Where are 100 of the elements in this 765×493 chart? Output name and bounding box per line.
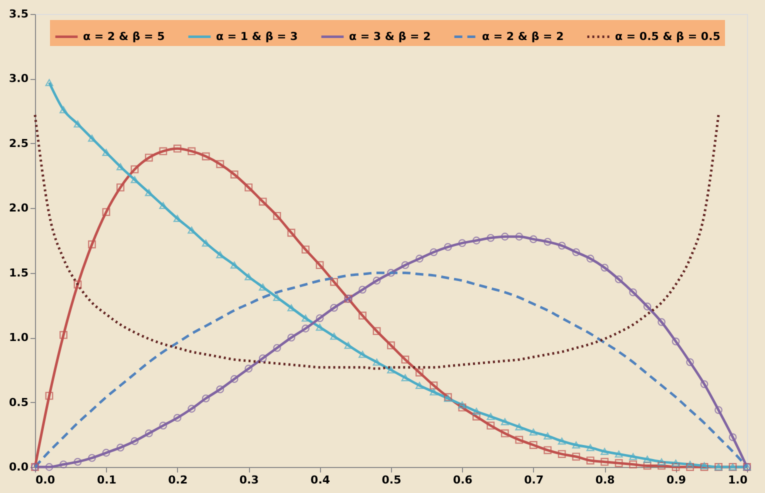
y-tick-label: 0.0 [9,460,29,474]
point [572,441,580,448]
point [202,394,210,402]
point [358,350,366,358]
point [472,412,480,420]
point [672,338,680,346]
point [586,456,594,464]
point [544,446,552,454]
point [130,437,139,446]
x-tick-label: 0.4 [310,474,330,486]
x-tick-label: 0.2 [168,474,188,486]
legend-label: α = 1 & β = 3 [216,30,298,43]
point [430,388,438,396]
point [600,458,609,466]
point [258,354,267,362]
point [658,462,666,470]
x-tick-label: 0.0 [36,474,56,486]
x-tick-label: 0.1 [96,474,116,486]
point [173,414,182,422]
point [558,438,566,445]
point [372,327,381,336]
point [472,408,480,415]
point [159,422,168,430]
point [643,302,652,310]
point [515,423,524,430]
point [116,183,124,192]
point [372,276,381,285]
point [287,334,296,342]
point [88,454,96,462]
point [358,312,366,320]
legend-label: α = 2 & β = 5 [83,30,165,43]
point [401,261,410,270]
x-tick-label: 0.5 [382,474,402,486]
point [529,235,538,244]
point [472,236,480,244]
point [60,106,68,114]
point [500,232,509,241]
point [586,254,594,263]
point [558,450,566,458]
point [672,463,680,471]
point [130,165,139,174]
point [144,429,153,438]
point [316,314,324,322]
point [643,462,652,470]
point [273,212,282,220]
point [401,356,410,364]
point [45,463,54,471]
point [144,154,153,162]
point [244,183,253,192]
point [230,375,238,383]
point [643,456,652,463]
point [188,226,196,234]
x-tick-label: 0.9 [666,474,686,486]
x-tick-label: 0.3 [239,474,259,486]
point [658,318,666,326]
y-tick-label: 2.5 [9,136,28,150]
point [387,366,395,374]
point [430,248,438,256]
point [358,286,366,294]
point [515,232,524,241]
point [316,261,324,270]
point [486,422,495,430]
point [387,341,395,350]
point [316,324,324,331]
y-tick-label: 3.5 [9,8,28,20]
point [401,374,410,382]
point [258,198,267,206]
point [458,401,466,408]
point [273,344,282,352]
point [444,243,452,251]
point [515,436,524,444]
point [458,239,466,248]
point [686,460,694,468]
point [173,214,182,222]
point [287,228,296,237]
point [500,418,509,426]
point [600,448,609,455]
point [130,176,139,184]
point [144,189,153,196]
point [430,382,438,390]
x-tick-label: 0.6 [452,474,473,486]
point [572,248,580,256]
point [302,314,310,322]
point [173,144,182,153]
point [672,460,680,467]
point [230,170,238,178]
point [416,382,424,389]
y-tick-label: 1.0 [9,331,29,344]
point [74,280,82,288]
point [686,358,694,366]
point [216,160,224,168]
point [586,444,594,452]
point [202,152,210,160]
y-tick-label: 0.5 [9,396,28,409]
point [714,406,722,414]
point [529,441,538,449]
point [486,234,495,242]
point [60,331,68,339]
x-tick-label: 0.8 [595,474,615,486]
point [614,275,623,284]
